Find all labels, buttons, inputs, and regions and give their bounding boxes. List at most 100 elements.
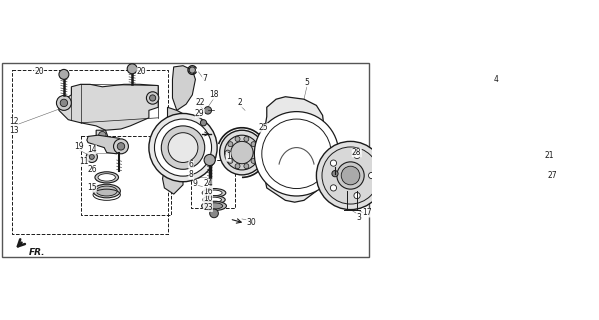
Circle shape — [489, 137, 498, 146]
Circle shape — [262, 119, 331, 188]
Ellipse shape — [95, 172, 119, 183]
Text: 26: 26 — [87, 165, 96, 174]
Ellipse shape — [202, 201, 226, 211]
Text: 27: 27 — [547, 171, 557, 180]
Polygon shape — [264, 97, 326, 202]
Text: 12: 12 — [9, 117, 19, 126]
Circle shape — [254, 150, 259, 155]
Ellipse shape — [96, 186, 117, 196]
Circle shape — [536, 184, 544, 192]
Text: 25: 25 — [259, 123, 268, 132]
Text: 16: 16 — [203, 187, 213, 196]
Circle shape — [86, 151, 98, 163]
Text: 11: 11 — [79, 157, 89, 166]
Circle shape — [395, 102, 541, 249]
Circle shape — [225, 135, 259, 170]
Text: 29: 29 — [195, 109, 205, 118]
Text: 2: 2 — [238, 99, 243, 108]
Ellipse shape — [207, 197, 222, 202]
Text: 13: 13 — [9, 126, 19, 135]
Circle shape — [235, 164, 240, 169]
Text: 3: 3 — [356, 212, 361, 221]
Circle shape — [251, 158, 256, 164]
Text: 14: 14 — [87, 145, 96, 154]
Circle shape — [99, 132, 106, 139]
Circle shape — [201, 120, 207, 126]
Text: 6: 6 — [189, 160, 193, 170]
Text: 7: 7 — [202, 74, 207, 83]
Circle shape — [438, 146, 498, 205]
Circle shape — [168, 133, 198, 163]
Text: 10: 10 — [203, 194, 213, 203]
Text: 15: 15 — [87, 183, 96, 192]
Circle shape — [445, 152, 492, 199]
Circle shape — [89, 155, 94, 159]
Polygon shape — [87, 135, 124, 154]
Circle shape — [150, 95, 156, 101]
Circle shape — [59, 69, 69, 79]
Circle shape — [155, 119, 211, 176]
Text: 18: 18 — [209, 90, 219, 99]
Text: 17: 17 — [362, 208, 372, 217]
Circle shape — [251, 142, 256, 147]
Circle shape — [332, 171, 338, 177]
Circle shape — [337, 162, 364, 189]
Text: 5: 5 — [305, 78, 310, 87]
Circle shape — [322, 147, 379, 204]
Ellipse shape — [98, 174, 116, 181]
Text: FR.: FR. — [29, 248, 45, 257]
Circle shape — [56, 95, 71, 110]
Circle shape — [341, 166, 360, 185]
Circle shape — [464, 213, 473, 222]
Circle shape — [424, 184, 432, 193]
Circle shape — [316, 141, 385, 210]
Ellipse shape — [205, 203, 223, 209]
Polygon shape — [162, 107, 198, 175]
Circle shape — [228, 142, 233, 147]
Text: 1: 1 — [226, 152, 231, 161]
Circle shape — [491, 217, 497, 222]
Text: 9: 9 — [193, 179, 198, 188]
Circle shape — [225, 150, 230, 155]
Circle shape — [354, 192, 360, 199]
Polygon shape — [173, 66, 195, 110]
Text: 8: 8 — [189, 170, 193, 179]
Circle shape — [368, 172, 375, 179]
Text: 24: 24 — [203, 179, 213, 188]
Circle shape — [517, 173, 522, 178]
Text: 30: 30 — [246, 218, 256, 227]
Circle shape — [235, 137, 240, 141]
Circle shape — [331, 160, 337, 166]
Circle shape — [127, 64, 137, 74]
Ellipse shape — [203, 196, 225, 204]
Circle shape — [453, 161, 483, 190]
Text: 21: 21 — [544, 150, 554, 160]
Polygon shape — [59, 84, 158, 130]
Circle shape — [161, 126, 205, 169]
Circle shape — [244, 164, 249, 169]
Circle shape — [244, 137, 249, 141]
Text: 23: 23 — [203, 203, 213, 212]
Circle shape — [504, 184, 513, 193]
Text: 20: 20 — [137, 68, 146, 76]
Ellipse shape — [202, 188, 226, 197]
Circle shape — [220, 130, 264, 175]
Circle shape — [60, 99, 68, 107]
Circle shape — [331, 185, 337, 191]
Circle shape — [532, 196, 538, 202]
Circle shape — [440, 217, 446, 222]
Ellipse shape — [93, 184, 120, 198]
Circle shape — [146, 92, 159, 104]
Text: 22: 22 — [195, 99, 204, 108]
Circle shape — [210, 209, 219, 218]
Circle shape — [114, 139, 128, 154]
Circle shape — [403, 110, 534, 241]
Circle shape — [228, 158, 233, 164]
Text: 28: 28 — [352, 148, 361, 157]
Circle shape — [204, 155, 215, 165]
Circle shape — [117, 143, 125, 150]
Circle shape — [204, 107, 211, 114]
Circle shape — [491, 129, 497, 134]
Ellipse shape — [206, 190, 222, 196]
Circle shape — [354, 152, 360, 158]
